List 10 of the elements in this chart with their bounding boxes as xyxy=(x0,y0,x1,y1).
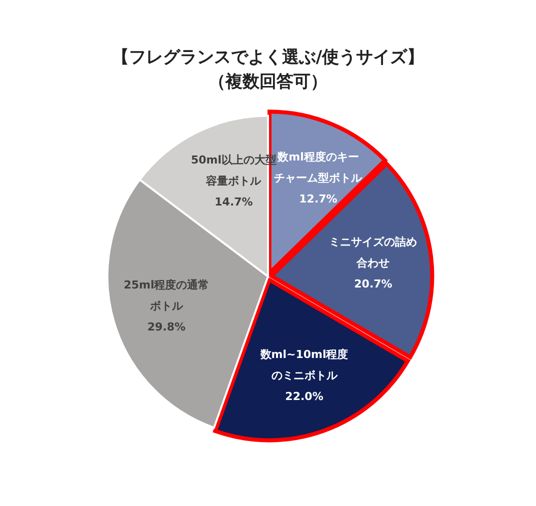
data-label: 29.8% xyxy=(147,320,186,334)
slice-label: 数ml~10ml程度のミニボトル xyxy=(259,348,348,382)
chart-title: 【フレグランスでよく選ぶ/使うサイズ】 xyxy=(112,48,424,68)
data-label: 14.7% xyxy=(214,195,253,208)
chart-subtitle: （複数回答可） xyxy=(208,72,328,92)
slice-label: 25ml程度の通常ボトル xyxy=(124,278,210,313)
data-label: 22.0% xyxy=(285,390,324,403)
data-label: 12.7% xyxy=(299,192,338,206)
data-label: 20.7% xyxy=(354,277,392,290)
slice-label: ミニサイズの詰め合わせ xyxy=(329,235,418,270)
